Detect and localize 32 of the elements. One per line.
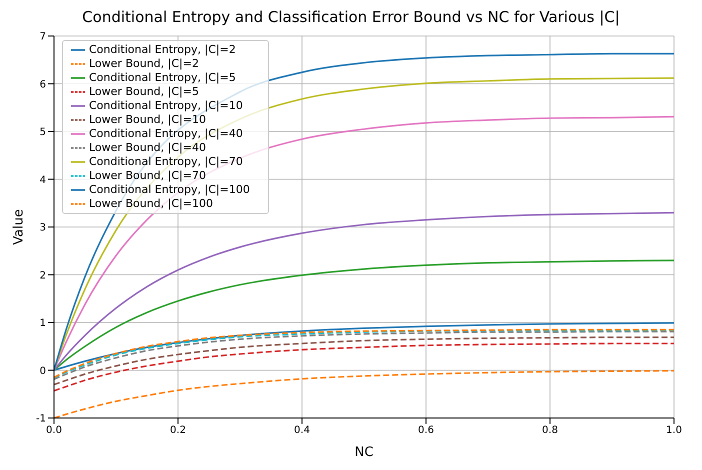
x-tick-label: 0.6 <box>418 425 434 436</box>
y-tick-label: 3 <box>40 222 46 234</box>
y-tick-label: 0 <box>40 366 46 377</box>
y-tick-label: 2 <box>40 270 46 282</box>
y-axis-title: Value <box>12 209 27 245</box>
legend-label: Lower Bound, |C|=5 <box>89 85 199 98</box>
x-tick-label: 0.2 <box>170 425 186 436</box>
legend-label: Lower Bound, |C|=40 <box>89 141 206 154</box>
y-tick-label: -1 <box>36 414 46 425</box>
legend-label: Lower Bound, |C|=70 <box>89 169 206 182</box>
chart-title: Conditional Entropy and Classification Error Bound vs NC for Various |C| <box>81 8 621 28</box>
y-tick-label: 7 <box>40 32 46 43</box>
legend-label: Conditional Entropy, |C|=70 <box>89 155 243 168</box>
legend-label: Lower Bound, |C|=10 <box>89 113 206 126</box>
y-tick-label: 4 <box>40 174 46 186</box>
x-tick-label: 0.8 <box>542 425 558 436</box>
legend-label: Conditional Entropy, |C|=5 <box>89 71 236 84</box>
x-axis-title: NC <box>354 445 374 460</box>
y-tick-label: 1 <box>40 318 46 330</box>
line-series <box>54 342 674 392</box>
line-series <box>54 336 674 386</box>
y-tick-label: 5 <box>40 127 46 138</box>
legend-label: Conditional Entropy, |C|=2 <box>89 43 236 56</box>
y-tick-label: 6 <box>40 79 46 90</box>
legend-label: Conditional Entropy, |C|=40 <box>89 127 243 140</box>
x-tick-label: 0.4 <box>294 425 310 436</box>
x-tick-label: 0.0 <box>46 425 62 436</box>
legend-label: Conditional Entropy, |C|=10 <box>89 99 243 112</box>
legend-label: Lower Bound, |C|=2 <box>89 57 199 70</box>
x-tick-label: 1.0 <box>666 425 682 436</box>
legend-label: Lower Bound, |C|=100 <box>89 197 213 210</box>
legend-label: Conditional Entropy, |C|=100 <box>89 183 250 196</box>
